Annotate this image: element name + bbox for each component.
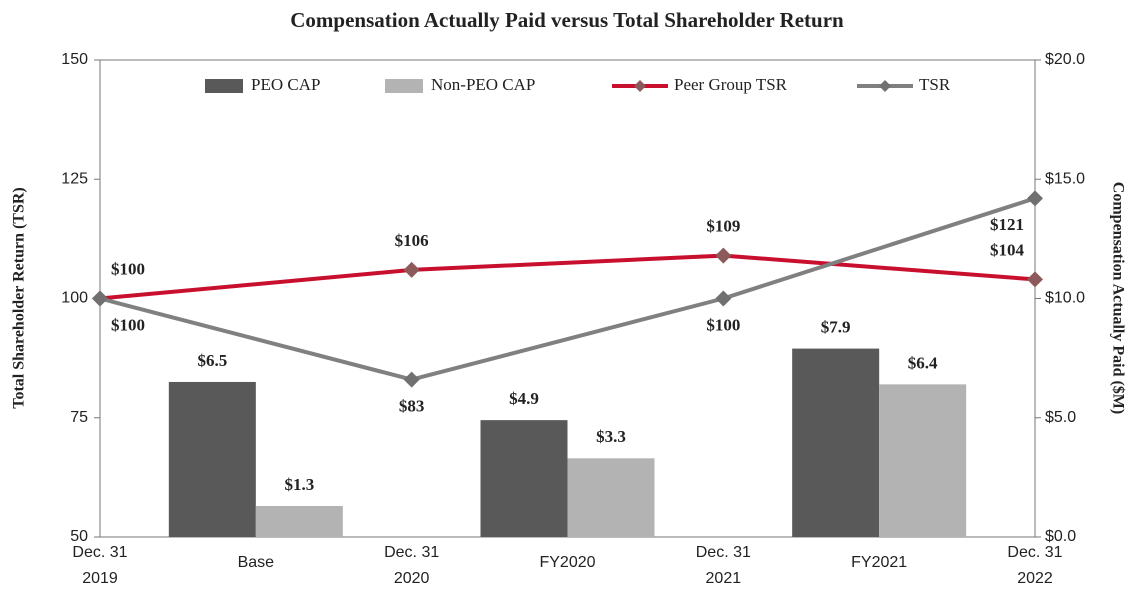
x-tick-label: FY2020	[539, 554, 595, 571]
x-tick-label: Dec. 31 2020	[384, 544, 439, 587]
bar	[480, 420, 568, 537]
x-tick-label: Dec. 31 2022	[1007, 544, 1062, 587]
line-value-label: $100	[111, 315, 145, 334]
bar	[879, 384, 967, 537]
line	[99, 196, 1036, 382]
line-marker	[403, 261, 420, 278]
y2-tick-label: $10.0	[1045, 290, 1085, 307]
line-value-label: $100	[706, 315, 740, 334]
bar-value-label: $4.9	[509, 389, 539, 408]
x-tick-label: Dec. 31 2019	[72, 544, 127, 587]
legend-label: Non-PEO CAP	[431, 75, 535, 94]
x-tick-label: Dec. 31 2021	[696, 544, 751, 587]
bar-value-label: $7.9	[821, 317, 851, 336]
line	[99, 253, 1036, 301]
bar	[168, 381, 256, 537]
y2-tick-label: $5.0	[1045, 409, 1076, 426]
x-tick-label-line: 2021	[706, 570, 742, 587]
bar-value-label: $6.4	[908, 353, 938, 372]
y-tick-label: 50	[70, 528, 88, 545]
bar-value-label: $6.5	[197, 351, 227, 370]
x-tick-label-line: Dec. 31	[384, 544, 439, 561]
bar-value-label: $1.3	[284, 475, 314, 494]
bar-value-label: $3.3	[596, 427, 626, 446]
legend-label: PEO CAP	[251, 75, 320, 94]
x-tick-label-line: 2020	[394, 570, 430, 587]
x-tick-label-line: Dec. 31	[1007, 544, 1062, 561]
y-tick-label: 150	[61, 51, 88, 68]
x-tick-label: Base	[238, 554, 275, 571]
x-tick-label-line: 2022	[1017, 570, 1053, 587]
x-tick-label: FY2021	[851, 554, 907, 571]
legend-swatch	[385, 79, 423, 93]
line-marker	[715, 247, 732, 264]
line-value-label: $106	[395, 231, 429, 250]
bar	[255, 505, 343, 537]
line-marker	[403, 371, 420, 388]
y-tick-label: 125	[61, 170, 88, 187]
legend-label: Peer Group TSR	[674, 75, 788, 94]
legend-label: TSR	[919, 75, 951, 94]
y-tick-label: 75	[70, 409, 88, 426]
line-value-label: $83	[399, 396, 425, 415]
y2-axis-label: Compensation Actually Paid ($M)	[1109, 182, 1126, 414]
x-tick-label-line: Dec. 31	[72, 544, 127, 561]
legend-swatch	[205, 79, 243, 93]
y2-tick-label: $0.0	[1045, 528, 1076, 545]
x-tick-label-line: Dec. 31	[696, 544, 751, 561]
line-value-label: $104	[990, 240, 1025, 259]
y-axis-label: Total Shareholder Return (TSR)	[11, 187, 28, 409]
line-marker	[715, 290, 732, 307]
legend-marker	[879, 80, 891, 92]
bar	[567, 458, 655, 537]
chart-title: Compensation Actually Paid versus Total …	[290, 8, 844, 32]
y2-tick-label: $20.0	[1045, 51, 1085, 68]
bar	[792, 348, 880, 537]
legend-marker	[634, 80, 646, 92]
y2-tick-label: $15.0	[1045, 170, 1085, 187]
y-tick-label: 100	[61, 290, 88, 307]
line-marker	[1027, 190, 1043, 207]
line-marker	[1027, 271, 1043, 288]
line-value-label: $100	[111, 259, 145, 278]
line-value-label: $121	[990, 215, 1024, 234]
line-marker	[92, 290, 108, 307]
x-tick-label-line: 2019	[82, 570, 118, 587]
line-value-label: $109	[706, 216, 740, 235]
